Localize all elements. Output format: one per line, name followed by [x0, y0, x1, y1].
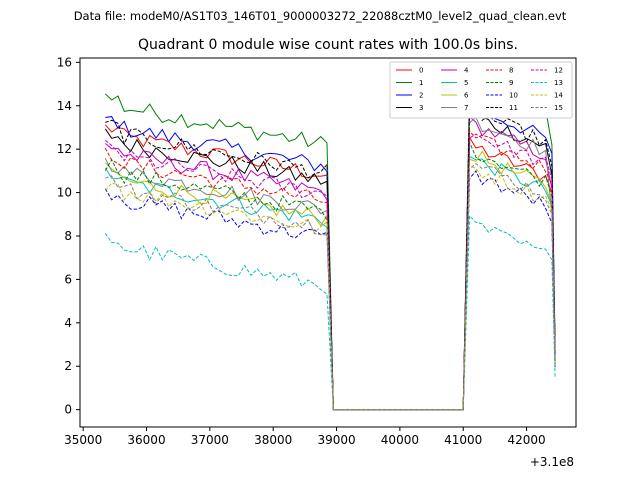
legend-label-0: 0 [419, 67, 423, 75]
legend-label-3: 3 [419, 104, 423, 112]
series-line-4 [104, 115, 556, 411]
y-tick-label: 12 [57, 142, 72, 156]
legend-label-9: 9 [509, 79, 513, 87]
y-tick-label: 0 [64, 403, 72, 417]
y-tick-label: 10 [57, 186, 72, 200]
y-tick-label: 14 [57, 99, 72, 113]
legend-label-14: 14 [554, 92, 563, 100]
legend-label-15: 15 [554, 104, 563, 112]
series-line-9 [104, 142, 556, 411]
series-line-8 [104, 130, 556, 411]
legend-label-10: 10 [509, 92, 518, 100]
legend-label-6: 6 [464, 92, 469, 100]
series-line-2 [105, 101, 556, 411]
x-tick-label: 38000 [254, 433, 292, 447]
plot-area [79, 57, 577, 428]
series-line-5 [104, 155, 556, 411]
series-layer [104, 79, 556, 411]
y-tick-label: 6 [64, 272, 72, 286]
series-line-15 [105, 163, 556, 411]
legend-label-8: 8 [509, 67, 513, 75]
legend-label-11: 11 [509, 104, 518, 112]
series-line-6 [104, 150, 556, 411]
legend-label-13: 13 [554, 79, 563, 87]
x-tick-label: 36000 [127, 433, 165, 447]
x-tick-label: 35000 [64, 433, 102, 447]
legend-label-1: 1 [419, 79, 423, 87]
legend-label-12: 12 [554, 67, 563, 75]
x-tick-label: 37000 [191, 433, 229, 447]
x-tick-label: 41000 [444, 433, 482, 447]
chart-title: Quadrant 0 module wise count rates with … [138, 37, 518, 53]
legend-label-7: 7 [464, 104, 468, 112]
x-tick-label: 42000 [507, 433, 545, 447]
series-line-13 [104, 214, 556, 411]
y-tick-label: 8 [64, 229, 72, 243]
x-axis-offset-label: +3.1e8 [530, 455, 574, 469]
legend-label-2: 2 [419, 92, 423, 100]
series-line-0 [104, 124, 556, 411]
series-line-7 [104, 116, 556, 411]
series-line-12 [104, 133, 556, 411]
y-tick-label: 2 [64, 359, 72, 373]
axes-layer: 35000 36000 37000 38000 39000 40000 41000 42000… [57, 55, 546, 447]
data-file-header: Data file: modeM0/AS1T03_146T01_90000032… [74, 9, 567, 23]
legend-label-4: 4 [464, 67, 469, 75]
x-tick-label: 40000 [381, 433, 419, 447]
series-line-11 [105, 103, 556, 411]
y-tick-label: 4 [64, 316, 72, 330]
x-tick-label: 39000 [317, 433, 355, 447]
series-line-14 [104, 165, 556, 411]
series-line-10 [104, 170, 556, 411]
legend-label-5: 5 [464, 79, 468, 87]
y-tick-label: 16 [57, 55, 72, 69]
legend-box [389, 61, 573, 119]
series-line-3 [104, 109, 556, 411]
